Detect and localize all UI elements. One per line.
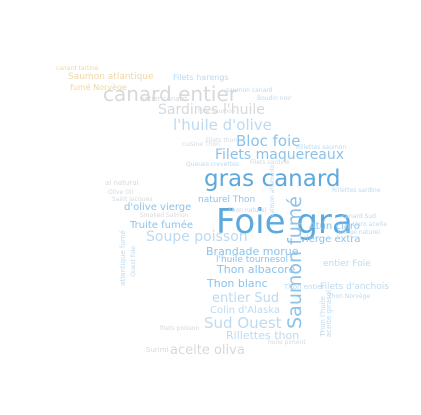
word: vierge extra: [300, 234, 361, 245]
word: Filets thon: [206, 137, 238, 144]
word: canard entier: [103, 82, 238, 106]
word: canard Sud: [342, 213, 376, 220]
word: Brandade morue: [206, 245, 299, 258]
word: huile piment: [268, 339, 306, 346]
word: Rillettes thon: [226, 329, 300, 342]
word: Sud Ouest: [204, 314, 282, 332]
word: filets poisson: [160, 325, 200, 332]
word: Smoked Salmon: [140, 212, 189, 219]
word: Bloc foie: [236, 132, 301, 150]
word: Ouest foie: [130, 246, 137, 277]
word: Saumon atlantique: [68, 72, 154, 82]
word: Thon albacore: [217, 263, 296, 276]
word: l'huile d'olive: [173, 116, 272, 134]
word: Soupe poisson: [146, 229, 248, 245]
word: Sardines l'huile: [158, 102, 265, 118]
word: al natural: [105, 179, 139, 187]
word: Rillettes saumon: [296, 144, 347, 151]
word: Thon blanc: [207, 277, 268, 290]
word: Colin d'Alaska: [210, 305, 280, 316]
word: entier Foie: [323, 259, 371, 269]
word: Queues crevettes: [186, 161, 239, 168]
word: aceite girasol: [325, 290, 333, 338]
word: Truite fumée: [130, 220, 194, 231]
word: Filets maquereaux: [215, 147, 345, 163]
word: cuisine Thon: [182, 141, 220, 148]
word: atlantique fumé: [119, 230, 127, 286]
word: Boudin noir: [257, 95, 292, 102]
word: aceite oliva: [170, 343, 245, 358]
word: salmon ahumado: [269, 165, 276, 217]
word: Foie gra: [216, 202, 353, 242]
word: Surimi: [146, 346, 169, 354]
word: entier Sud: [212, 291, 280, 306]
word: fumé Norvège: [70, 83, 127, 92]
word: claro aceite: [352, 221, 387, 228]
word: gras canard: [204, 166, 341, 192]
word: Saint Jacques: [112, 196, 153, 203]
word: Filets sardine: [250, 159, 290, 166]
word: entier canard: [140, 95, 187, 103]
word: Filets harengs: [173, 73, 229, 82]
word: Thon Norvège: [328, 293, 371, 300]
word: saumon canard: [226, 87, 273, 94]
word: Atún claro: [309, 221, 360, 232]
word: vierge naturel: [338, 229, 381, 236]
word: foie Saumon: [198, 108, 236, 115]
word: Filets d'anchois: [320, 282, 389, 292]
word: canard tartine: [56, 65, 99, 72]
word: Olive Oil: [108, 189, 134, 196]
word: naturel Thon: [198, 195, 256, 205]
word: Thon entier: [284, 283, 325, 291]
word: l'huile tournesol: [216, 255, 288, 265]
word: d'olive vierge: [124, 202, 192, 213]
word: Rillettes sardine: [332, 187, 381, 194]
word: Thon naturel: [228, 207, 267, 214]
